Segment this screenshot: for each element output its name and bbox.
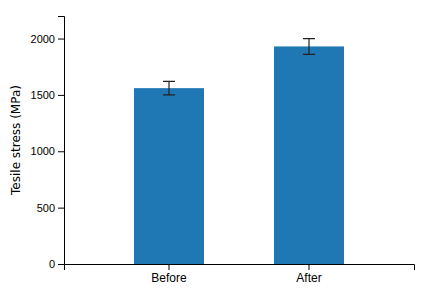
y-tick: 500 <box>37 202 64 214</box>
x-axis-line <box>65 265 415 271</box>
y-tick-mark <box>58 208 64 209</box>
x-tick-label: Before <box>151 271 187 285</box>
marks <box>134 39 344 264</box>
x-tick-mark <box>169 264 170 270</box>
y-tick-mark <box>58 39 64 40</box>
y-tick: 2000 <box>31 33 64 45</box>
y-tick-label: 1500 <box>31 89 55 101</box>
bar <box>134 88 204 264</box>
y-tick: 1000 <box>31 145 64 157</box>
plot: Before After 0 500 1000 1500 2000 <box>31 17 415 285</box>
x-axis: Before After <box>65 264 415 285</box>
y-tick-mark <box>58 95 64 96</box>
y-axis: 0 500 1000 1500 2000 <box>31 17 65 271</box>
bar <box>274 46 344 264</box>
y-tick-label: 500 <box>37 202 55 214</box>
y-tick-mark <box>58 264 64 265</box>
y-tick: 1500 <box>31 89 64 101</box>
y-tick-label: 1000 <box>31 145 55 157</box>
chart: Before After 0 500 1000 1500 2000 Tesile stress… <box>0 0 430 296</box>
y-tick-label: 2000 <box>31 33 55 45</box>
x-tick: Before <box>151 264 187 285</box>
y-tick-label: 0 <box>49 258 55 270</box>
error-bar <box>163 81 175 95</box>
x-tick-label: After <box>296 271 321 285</box>
error-bar <box>303 39 315 55</box>
x-tick-mark <box>309 264 310 270</box>
y-axis-line <box>58 17 65 265</box>
y-tick-mark <box>58 151 64 152</box>
y-axis-title: Tesile stress (MPa) <box>9 85 23 196</box>
x-tick: After <box>296 264 321 285</box>
y-tick: 0 <box>49 258 64 270</box>
